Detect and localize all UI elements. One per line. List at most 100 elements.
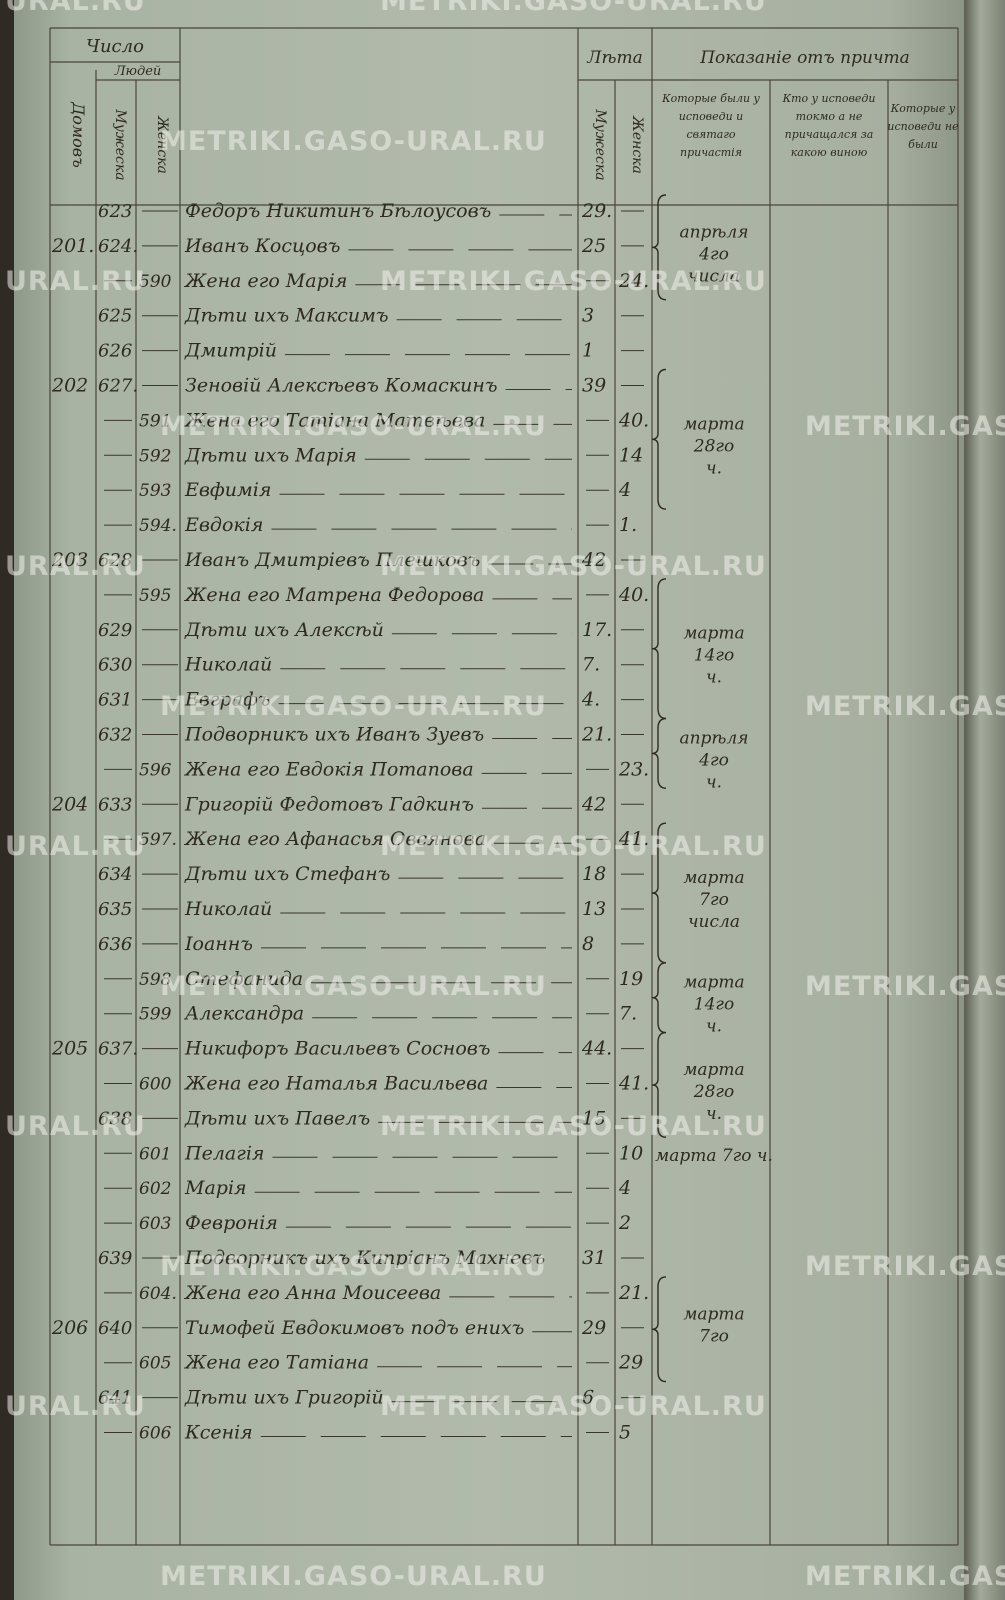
name: Стефанида	[185, 968, 303, 990]
table-row: 203 628 Иванъ Дмитріевъ Плешковъ 42	[51, 549, 644, 571]
watermark: METRIKI.GASO-URAL.RU	[380, 1111, 767, 1142]
name: Иванъ Косцовъ	[184, 235, 340, 257]
table-row: 206 640 Тимофей Евдокимовъ подъ ениxъ 29	[51, 1317, 644, 1339]
header-label: Число	[86, 36, 144, 57]
table-row: 626 Дмитрій 1	[98, 340, 644, 362]
watermark: METRIKI.GASO-URAL.RU	[160, 971, 547, 1002]
age-m: 29	[581, 1317, 606, 1339]
female-no: 594.	[139, 516, 177, 536]
note: марта 28го ч.	[683, 1060, 744, 1124]
male-no: 627.	[98, 376, 138, 397]
house: 201.	[51, 235, 94, 257]
age-f: 19	[619, 968, 643, 990]
age-f: 10	[619, 1142, 643, 1164]
header-label: Домовъ	[69, 101, 88, 168]
female-no: 600	[139, 1075, 172, 1095]
male-no: 635	[98, 899, 132, 920]
age-m: 42	[581, 793, 606, 815]
name: Зеновій Алексѣевъ Комаскинъ	[185, 375, 498, 397]
name: Жена его Марія	[183, 270, 347, 292]
name: Февронія	[185, 1212, 278, 1234]
age-m: 39	[582, 375, 606, 397]
note: марта 14го ч.	[683, 624, 744, 688]
house: 203	[51, 549, 88, 571]
table-row: 623 Федоръ Никитинъ Бѣлоусовъ 29. апрѣля 4го…	[98, 194, 749, 301]
male-no: 633	[98, 794, 132, 815]
table-row: 205 637. Никифоръ Васильевъ Сосновъ 44. март…	[51, 1031, 745, 1138]
watermark: METRIKI.GASO-URAL.RU	[380, 551, 767, 582]
table-row: 638 Дѣти ихъ Павелъ 15	[98, 1107, 644, 1129]
female-no: 605	[139, 1354, 171, 1374]
watermark: URAL.RU	[5, 0, 146, 17]
header-label: Женска	[154, 115, 170, 174]
female-no: 593	[139, 481, 171, 501]
watermark: METRIKI.GASO-URAL.RU	[805, 1251, 1005, 1282]
name: Подворникъ ихъ Кипріанъ Махневъ	[184, 1247, 545, 1269]
note: апрѣля 4го числа	[679, 222, 748, 286]
brace	[651, 578, 667, 720]
watermark: METRIKI.GASO-URAL.RU	[160, 126, 547, 157]
female-no: 603	[139, 1214, 171, 1234]
name: Пелагія	[184, 1142, 265, 1164]
watermark: METRIKI.GASO-URAL.RU	[805, 411, 1005, 442]
brace	[651, 194, 667, 301]
house: 206	[51, 1317, 88, 1339]
table-row: 201. 624. Иванъ Косцовъ 25	[51, 235, 644, 257]
note: марта 7го числа	[683, 868, 744, 932]
name: Иванъ Дмитріевъ Плешковъ	[184, 549, 480, 571]
table-row: 597. Жена его Афанасья Овсянова 41. марта 7г…	[104, 822, 745, 964]
male-no: 625	[98, 306, 132, 327]
female-no: 591	[139, 411, 171, 431]
name: Жена его Афанасья Овсянова	[183, 828, 486, 850]
table-row: 604. Жена его Анна Моисеева 21. марта 7го	[104, 1276, 745, 1383]
header-label: Женска	[629, 115, 645, 174]
brace	[651, 368, 667, 510]
female-no: 601	[139, 1144, 171, 1164]
note: марта 28го ч.	[683, 414, 744, 478]
name: Жена его Татіана Матвѣева	[183, 409, 485, 431]
age-m: 1	[582, 340, 594, 362]
watermark: URAL.RU	[5, 1391, 146, 1422]
female-no: 606	[139, 1424, 172, 1444]
name: Жена его Татіана	[183, 1352, 369, 1374]
watermark: METRIKI.GASO-URAL.RU	[380, 266, 767, 297]
table-row: 594. Евдокія 1.	[104, 514, 637, 536]
watermark: METRIKI.GASO-URAL.RU	[160, 1251, 547, 1282]
name: Жена его Евдокія Потапова	[183, 758, 474, 780]
table-row: 600 Жена его Наталья Васильева 41.	[104, 1073, 649, 1095]
age-f: 29	[618, 1352, 643, 1374]
watermark: URAL.RU	[5, 831, 146, 862]
male-no: 626	[98, 341, 132, 362]
brace	[651, 717, 667, 789]
male-no: 637.	[98, 1039, 138, 1060]
brace	[651, 822, 667, 964]
header-label: Лѣта	[586, 48, 642, 68]
name: Дѣти ихъ Павелъ	[184, 1107, 370, 1129]
table-row: 641 Дѣти ихъ Григорій 6	[98, 1387, 644, 1409]
table-row: 202 627. Зеновій Алексѣевъ Комаскинъ 39 март…	[51, 368, 745, 510]
age-f: 4	[618, 1177, 631, 1199]
note: марта 7го ч.	[655, 1146, 773, 1166]
age-m: 44.	[581, 1038, 612, 1060]
male-no: 628	[98, 550, 132, 571]
name: Евфимія	[184, 479, 271, 501]
name: Іоаннъ	[184, 933, 253, 955]
table-row: 635 Николай 13	[98, 898, 644, 920]
name: Евдокія	[184, 514, 263, 536]
watermark: METRIKI.GASO-URAL.RU	[805, 971, 1005, 1002]
table-row: 632 Подворникъ ихъ Иванъ Зуевъ 21. апрѣля 4г…	[98, 717, 749, 792]
male-no: 639	[98, 1248, 132, 1269]
watermark: METRIKI.GASO-URAL.RU	[160, 691, 547, 722]
male-no: 632	[98, 725, 132, 746]
age-m: 29.	[581, 200, 612, 222]
age-m: 17.	[582, 619, 612, 641]
watermark: METRIKI.GASO-URAL.RU	[160, 1561, 547, 1592]
male-no: 630	[98, 655, 132, 676]
age-m: 3	[582, 305, 594, 327]
age-f: 1.	[619, 514, 637, 536]
brace	[651, 962, 667, 1034]
watermark: METRIKI.GASO-URAL.RU	[805, 1561, 1005, 1592]
table-row: 606 Ксенія 5	[104, 1422, 631, 1444]
